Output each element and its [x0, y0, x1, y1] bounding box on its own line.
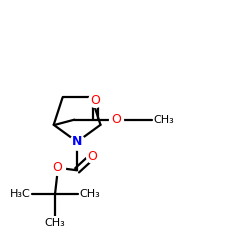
Text: O: O: [88, 150, 98, 162]
Text: O: O: [53, 161, 62, 174]
Text: N: N: [72, 135, 82, 148]
Text: CH₃: CH₃: [45, 218, 66, 228]
Text: H₃C: H₃C: [10, 189, 30, 199]
Text: CH₃: CH₃: [154, 115, 174, 125]
Text: O: O: [111, 113, 121, 126]
Text: O: O: [90, 94, 100, 107]
Text: CH₃: CH₃: [80, 189, 100, 199]
